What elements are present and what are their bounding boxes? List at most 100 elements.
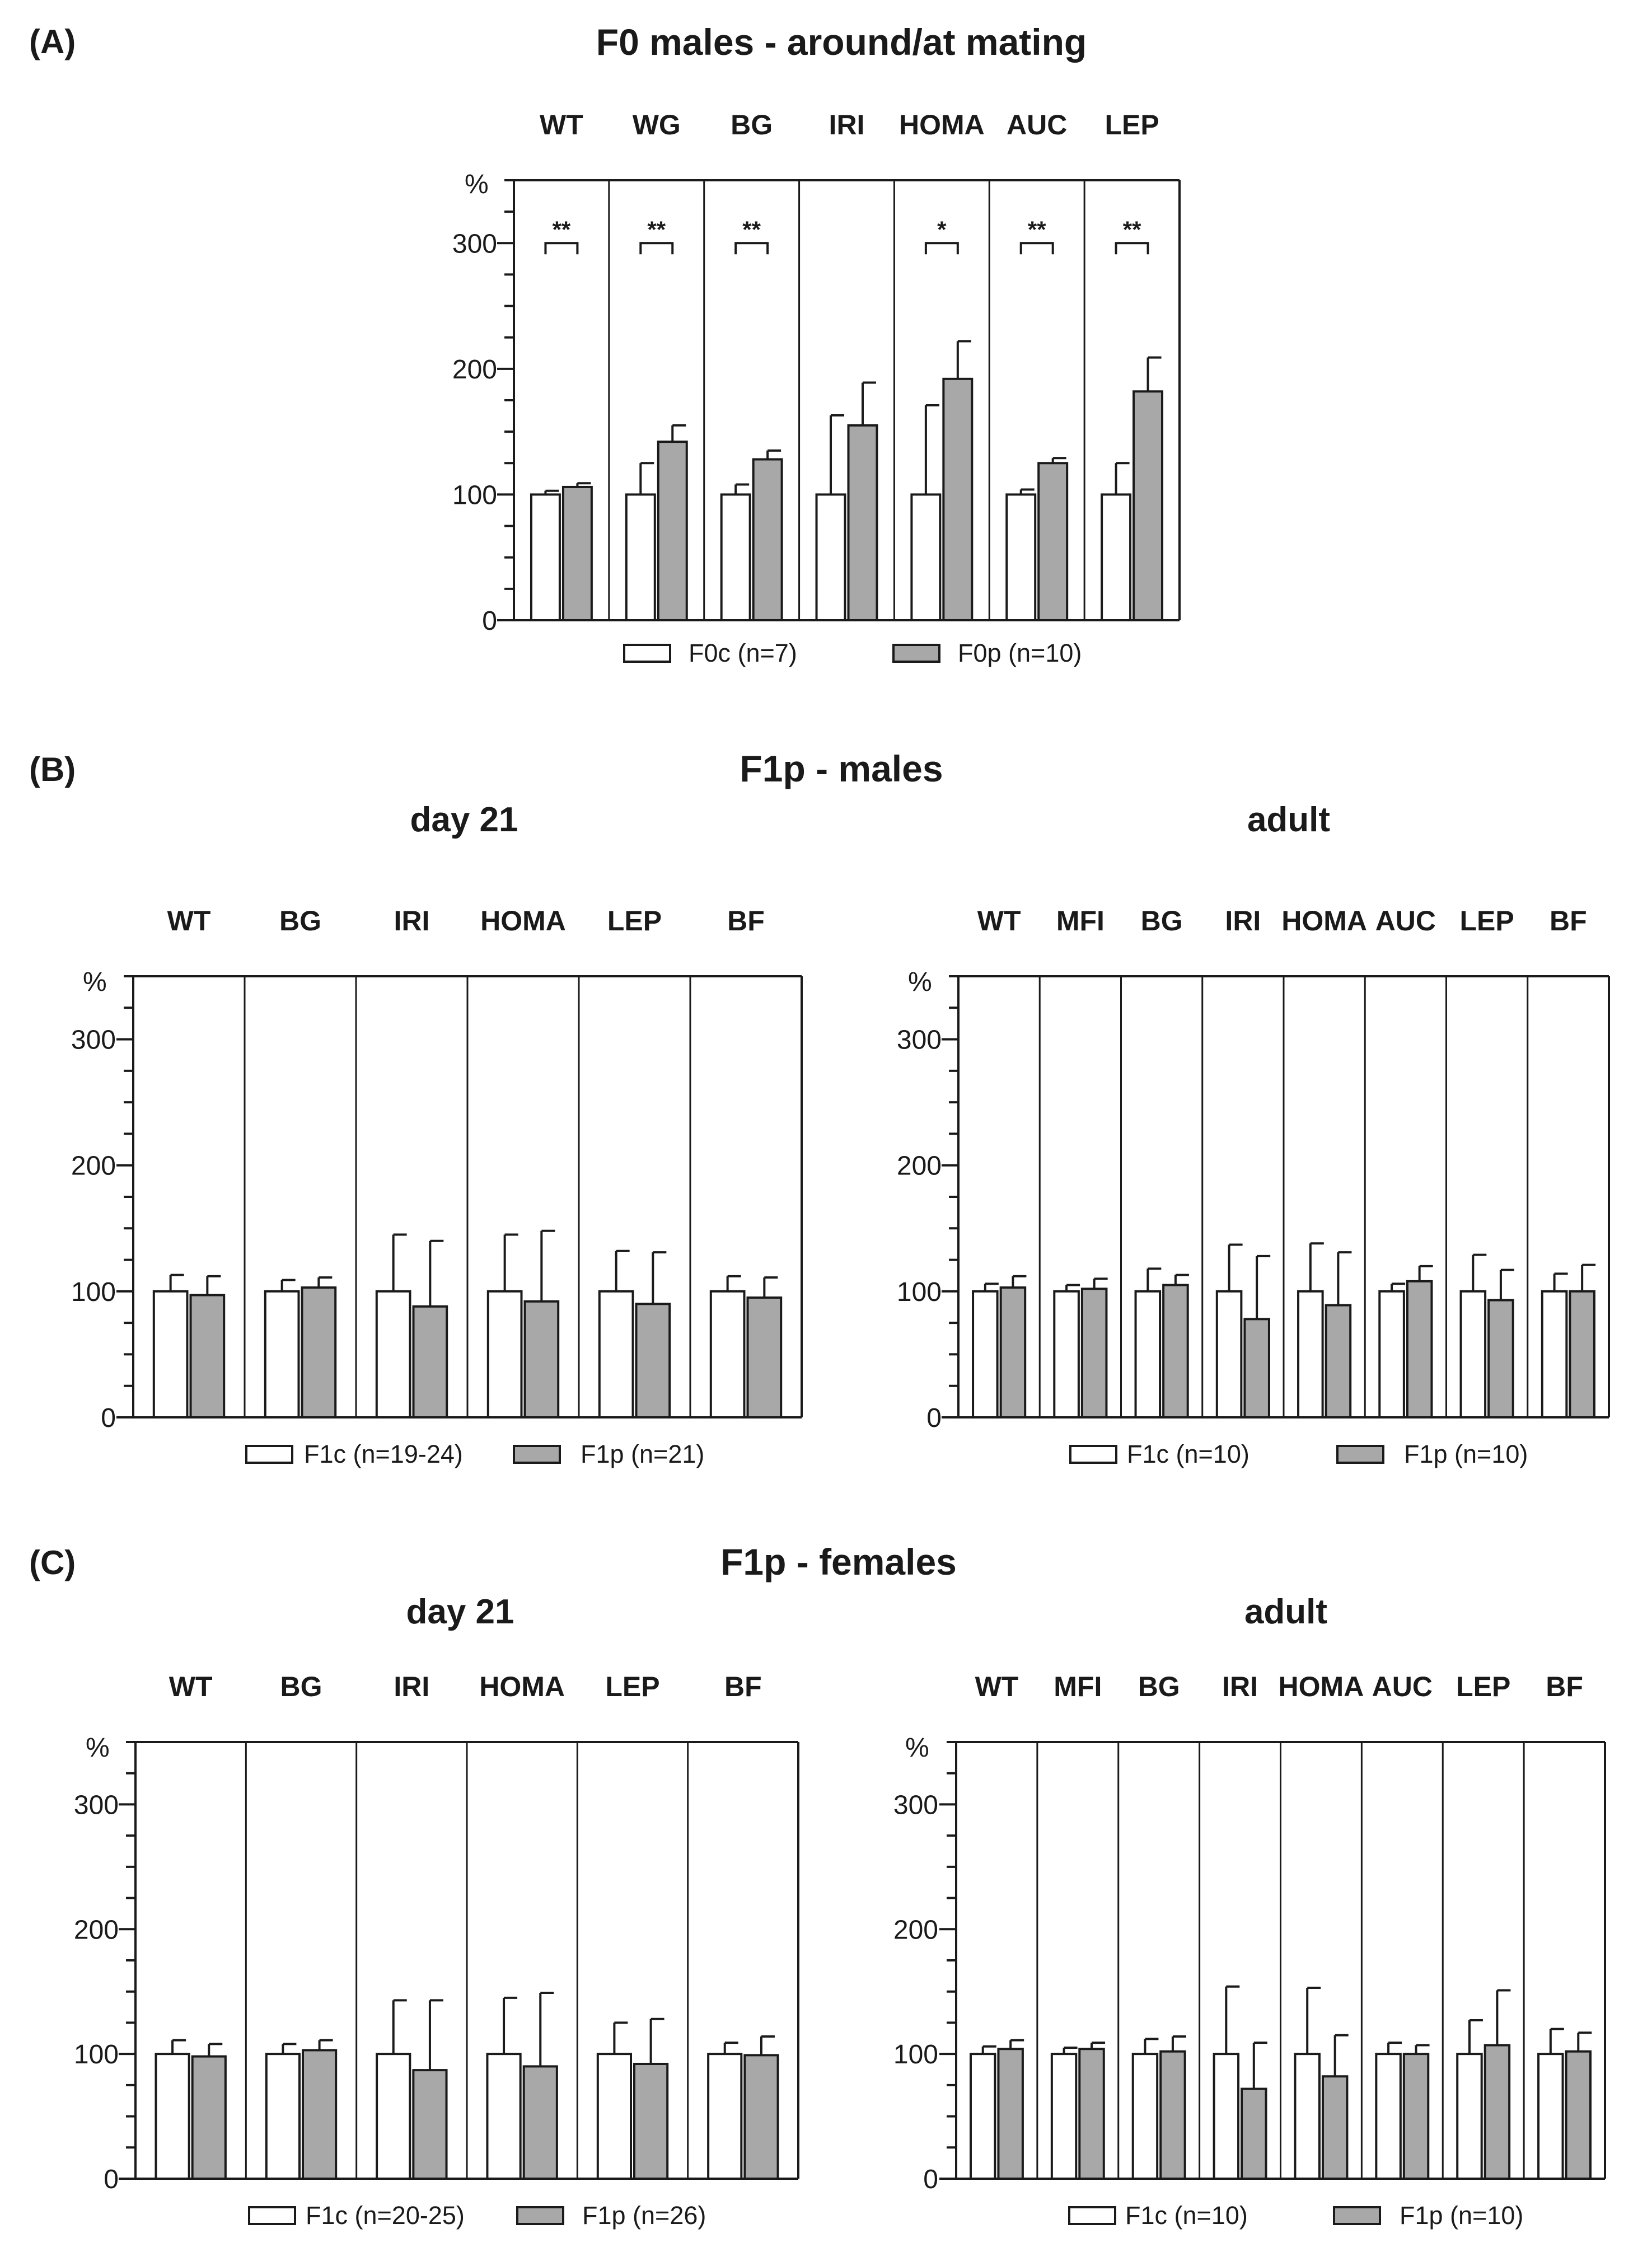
- bar-treated: [743, 2054, 779, 2180]
- chart-title: F1p - females: [720, 1541, 957, 1583]
- chart-panel-c2: adult% 0 100 200 300 WT MFI BG IRI HOMA AUC LEP BF F1…: [893, 1593, 1606, 2230]
- y-axis-label: %: [908, 967, 932, 997]
- category-label: BG: [279, 905, 321, 937]
- bar-control: [815, 493, 846, 622]
- significance-bracket: [1115, 242, 1149, 255]
- category-label: LEP: [607, 905, 662, 937]
- bar-control: [486, 1290, 523, 1419]
- bar-control: [1101, 493, 1132, 622]
- category-label: HOMA: [479, 1671, 565, 1702]
- bar-treated: [1325, 1304, 1352, 1418]
- legend-swatch-control: [1069, 1445, 1117, 1464]
- y-axis-label: %: [86, 1733, 110, 1763]
- category-label: BF: [1550, 905, 1587, 937]
- bar-control: [972, 1290, 999, 1419]
- legend-label-treated: F1p (n=10): [1400, 2201, 1523, 2230]
- bar-control: [376, 2053, 411, 2180]
- bar-treated: [1406, 1280, 1433, 1418]
- bar-control: [1459, 1290, 1487, 1419]
- bar-treated: [191, 2055, 227, 2180]
- y-axis-label: %: [905, 1733, 929, 1763]
- category-label: BG: [731, 109, 773, 141]
- category-label: IRI: [1222, 1671, 1258, 1702]
- y-tick-label: 100: [893, 2040, 938, 2070]
- bar-control: [530, 493, 561, 622]
- bar-control: [1297, 1290, 1324, 1419]
- legend-label-treated: F1p (n=26): [582, 2201, 706, 2230]
- bar-control: [1537, 2053, 1564, 2180]
- legend-swatch-treated: [513, 1445, 561, 1464]
- category-label: HOMA: [1281, 905, 1367, 937]
- category-label: IRI: [1225, 905, 1261, 937]
- chart-subtitle: day 21: [406, 1593, 514, 1631]
- y-tick-label: 300: [71, 1026, 116, 1055]
- bar-control: [265, 2053, 301, 2180]
- bar-control: [486, 2053, 522, 2180]
- y-tick-label: 300: [452, 229, 497, 259]
- significance-marker: **: [647, 216, 666, 242]
- bar-treated: [752, 458, 783, 621]
- category-label: LEP: [605, 1671, 659, 1702]
- category-label: BF: [724, 1671, 762, 1702]
- bar-treated: [1159, 2050, 1186, 2180]
- legend-label-treated: F1p (n=21): [581, 1440, 704, 1468]
- bar-treated: [522, 2065, 558, 2180]
- category-label: WT: [540, 109, 583, 141]
- bar-control: [152, 1290, 189, 1419]
- bar-control: [1215, 1290, 1243, 1419]
- y-tick-label: 0: [926, 1403, 942, 1433]
- bar-control: [598, 1290, 634, 1419]
- y-tick-label: 0: [104, 2165, 119, 2194]
- bar-control: [596, 2053, 633, 2180]
- category-label: BG: [1138, 1671, 1180, 1702]
- y-tick-label: 100: [452, 480, 497, 510]
- significance-marker: **: [1123, 216, 1141, 242]
- category-label: BG: [1141, 905, 1183, 937]
- bar-control: [264, 1290, 300, 1419]
- bar-treated: [942, 377, 974, 622]
- category-label: WT: [975, 1671, 1019, 1702]
- legend-swatch-treated: [516, 2206, 564, 2225]
- chart-subtitle: adult: [1244, 1593, 1327, 1631]
- bar-treated: [523, 1300, 560, 1419]
- category-label: AUC: [1007, 109, 1067, 141]
- significance-bracket: [924, 242, 959, 255]
- y-tick-label: 0: [101, 1403, 116, 1433]
- bar-treated: [999, 1286, 1027, 1418]
- bar-treated: [1080, 1288, 1108, 1418]
- chart-subtitle: adult: [1247, 800, 1330, 839]
- bar-treated: [1565, 2050, 1592, 2180]
- bar-treated: [1078, 2048, 1105, 2180]
- bar-control: [1050, 2053, 1078, 2180]
- significance-bracket: [1019, 242, 1054, 255]
- bar-control: [1005, 493, 1037, 622]
- significance-marker: **: [742, 216, 761, 242]
- bar-treated: [1132, 390, 1164, 622]
- y-tick-label: 100: [897, 1277, 942, 1307]
- bar-treated: [1321, 2075, 1349, 2180]
- chart-subtitle: day 21: [410, 800, 518, 839]
- bar-treated: [1402, 2053, 1430, 2180]
- category-label: IRI: [394, 1671, 429, 1702]
- bar-control: [1378, 1290, 1405, 1419]
- category-label: AUC: [1372, 1671, 1433, 1702]
- bar-control: [720, 493, 751, 622]
- legend-swatch-control: [245, 1445, 293, 1464]
- legend-swatch-control: [623, 644, 671, 663]
- legend-swatch-treated: [1333, 2206, 1381, 2225]
- bar-treated: [633, 2062, 669, 2180]
- bar-control: [1294, 2053, 1321, 2180]
- bar-control: [625, 493, 656, 622]
- significance-marker: *: [937, 216, 947, 242]
- bar-treated: [302, 2049, 338, 2180]
- bar-control: [1213, 2053, 1240, 2180]
- chart-panel-b2: adult% 0 100 200 300 WT MFI BG IRI HOMA AUC LEP BF F1…: [897, 800, 1610, 1468]
- y-tick-label: 200: [893, 1915, 938, 1945]
- bar-control: [709, 1290, 746, 1419]
- category-label: HOMA: [480, 905, 566, 937]
- y-tick-label: 300: [893, 1790, 938, 1820]
- bar-control: [1456, 2053, 1483, 2180]
- y-tick-label: 300: [74, 1790, 119, 1820]
- y-axis-label: %: [465, 170, 489, 199]
